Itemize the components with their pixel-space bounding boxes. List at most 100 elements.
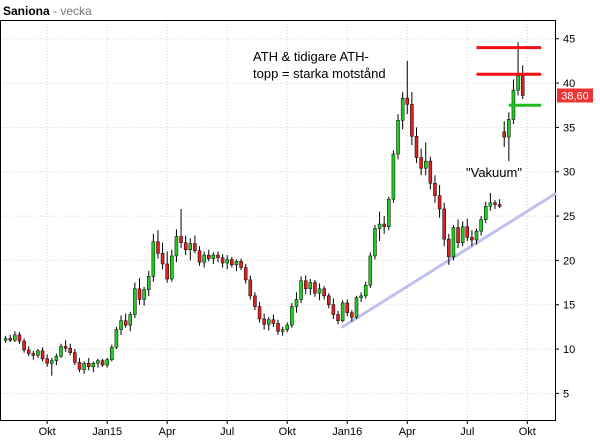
candle (133, 282, 137, 319)
last-price-tag: 38,60 (557, 88, 593, 103)
candle (276, 319, 280, 335)
candle-body (396, 120, 400, 155)
candle-body (100, 360, 105, 366)
x-tick-label: Jan15 (92, 426, 122, 438)
candle (45, 354, 49, 367)
candle (271, 314, 276, 327)
candle-body (299, 280, 303, 300)
candle-body (36, 350, 40, 356)
candle-body (336, 314, 340, 321)
candle (290, 302, 294, 328)
candle-body (331, 304, 336, 315)
candle-body (276, 323, 280, 332)
candle-body (13, 334, 17, 341)
candle (63, 340, 68, 352)
candle-body (520, 75, 525, 96)
candle (128, 311, 133, 332)
candle (82, 361, 86, 374)
candle-body (188, 243, 193, 251)
title-separator: - (49, 4, 61, 18)
candle-body (63, 346, 68, 349)
candle (207, 249, 211, 262)
candle-body (280, 329, 285, 332)
candle (22, 338, 26, 353)
candle (17, 332, 22, 344)
candle (137, 278, 142, 305)
candle-body (359, 295, 363, 298)
candle-body (45, 358, 49, 364)
y-tick-label: 10 (563, 344, 575, 356)
candle (96, 358, 100, 368)
candle (179, 208, 183, 248)
y-tick-label: 20 (563, 255, 575, 267)
candle (100, 358, 105, 367)
candle (294, 292, 299, 313)
candle-body (216, 254, 220, 258)
candle (119, 315, 123, 335)
candle-body (179, 236, 183, 243)
candle-body (267, 319, 271, 325)
last-price-value: 38,60 (561, 90, 589, 102)
candle (414, 127, 419, 163)
candle (188, 238, 193, 261)
candle-body (322, 288, 326, 297)
candle (497, 199, 502, 209)
candle (248, 275, 253, 300)
candle (433, 175, 437, 203)
candle (110, 344, 114, 362)
candle (377, 211, 382, 241)
candle-body (3, 338, 8, 341)
candle (368, 252, 373, 288)
candle-body (502, 131, 506, 138)
candle (299, 276, 303, 303)
candle (396, 114, 400, 160)
candle-body (423, 160, 428, 169)
candle-body (253, 295, 257, 307)
candle (363, 281, 368, 299)
candle-body (354, 297, 359, 318)
candle (142, 287, 146, 306)
candle (493, 200, 497, 209)
candle (50, 357, 54, 376)
candle (345, 299, 349, 317)
candle (243, 263, 248, 284)
candle-body (243, 267, 248, 281)
y-tick-label: 25 (563, 211, 575, 223)
candle-body (68, 347, 72, 353)
candle-body (183, 242, 188, 251)
candle (327, 293, 331, 309)
candle (410, 91, 414, 146)
candle (151, 233, 156, 282)
candle-body (151, 241, 156, 277)
y-tick-label: 5 (563, 388, 569, 400)
candle (451, 224, 456, 261)
candle-body (290, 306, 294, 326)
candle (8, 334, 12, 342)
candle (105, 357, 109, 368)
candle-body (73, 352, 77, 363)
candle (165, 251, 169, 283)
candle (68, 343, 72, 356)
candle-body (368, 255, 373, 286)
candle (253, 292, 257, 311)
period-label: vecka (60, 4, 92, 18)
candle-body (373, 228, 377, 257)
x-tick-label: Okt (279, 426, 296, 438)
candle (220, 254, 225, 268)
resistance-note-line2: topp = starka motstånd (253, 66, 386, 81)
candle-body (230, 259, 234, 266)
candle-body (350, 312, 354, 318)
x-tick-label: Okt (39, 426, 56, 438)
candle-body (193, 243, 197, 251)
candle-body (59, 346, 63, 357)
candle-body (363, 284, 368, 297)
candle-body (262, 318, 266, 325)
candle-body (479, 219, 483, 232)
candle-body (327, 295, 331, 305)
candle-body (248, 279, 253, 297)
candle (419, 148, 423, 176)
candle-body (119, 320, 123, 330)
y-gridlines (1, 38, 555, 394)
candle-body (239, 261, 243, 268)
candle (336, 310, 340, 325)
